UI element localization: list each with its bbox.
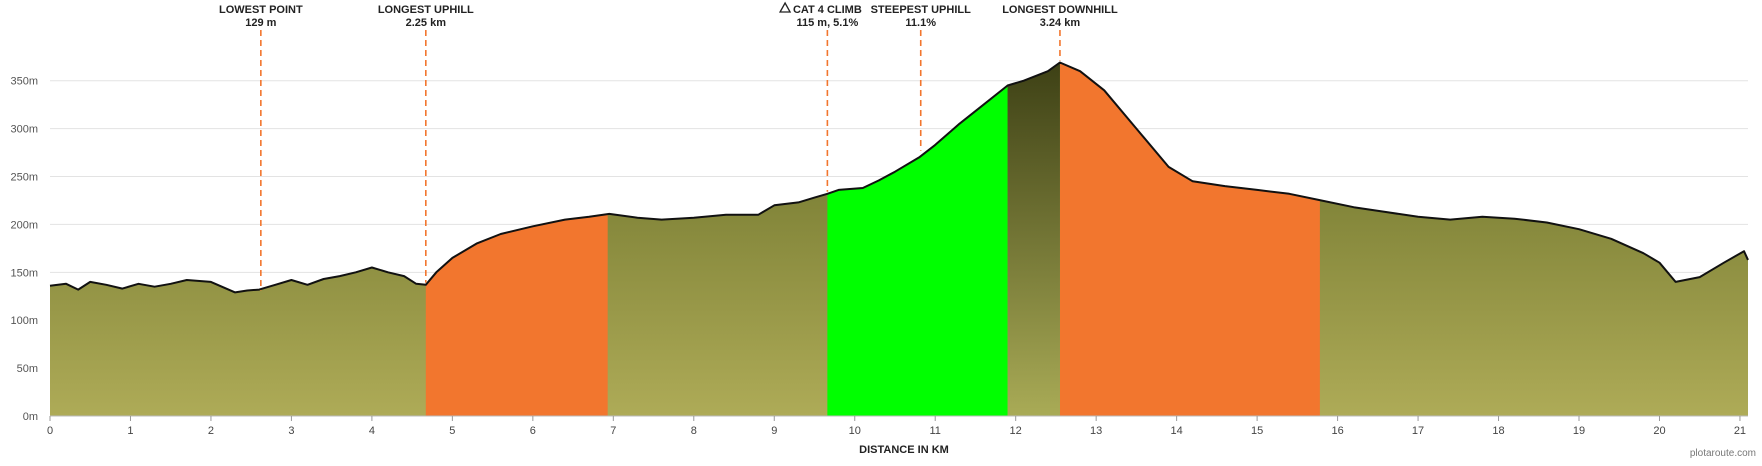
x-tick-label: 17	[1412, 425, 1424, 437]
summit-band	[1007, 62, 1060, 416]
marker-value: 3.24 km	[1040, 17, 1081, 29]
x-tick-label: 0	[47, 425, 53, 437]
x-tick-label: 11	[930, 425, 941, 437]
x-tick-label: 18	[1492, 425, 1504, 437]
x-tick-label: 10	[849, 425, 861, 437]
segment-longest-downhill	[1059, 62, 1320, 416]
mountain-icon	[778, 1, 792, 13]
x-tick-label: 15	[1251, 425, 1263, 437]
x-tick-label: 1	[127, 425, 133, 437]
x-tick-label: 5	[449, 425, 455, 437]
x-tick-label: 21	[1734, 425, 1746, 437]
segment-longest-uphill	[425, 214, 608, 416]
marker-title: STEEPEST UPHILL	[871, 4, 972, 16]
x-tick-label: 19	[1573, 425, 1585, 437]
x-axis-title: DISTANCE IN KM	[859, 444, 949, 456]
y-tick-label: 100m	[10, 315, 38, 327]
marker-title: LONGEST DOWNHILL	[1002, 4, 1118, 16]
x-tick-label: 12	[1010, 425, 1022, 437]
x-tick-label: 8	[691, 425, 697, 437]
marker-title: LOWEST POINT	[219, 4, 303, 16]
marker-value: 129 m	[245, 17, 276, 29]
credit-text: plotaroute.com	[1690, 448, 1756, 459]
x-tick-label: 9	[771, 425, 777, 437]
y-tick-label: 350m	[10, 76, 38, 88]
y-tick-label: 50m	[17, 363, 38, 375]
segment-steepest-uphill	[827, 85, 1008, 416]
marker-title: LONGEST UPHILL	[378, 4, 474, 16]
y-tick-label: 0m	[23, 411, 38, 423]
x-tick-label: 16	[1331, 425, 1343, 437]
x-tick-label: 14	[1171, 425, 1183, 437]
x-tick-label: 6	[530, 425, 536, 437]
marker-title: CAT 4 CLIMB	[793, 4, 862, 16]
x-tick-label: 13	[1090, 425, 1102, 437]
x-tick-label: 2	[208, 425, 214, 437]
x-tick-label: 7	[610, 425, 616, 437]
marker-value: 115 m, 5.1%	[796, 17, 858, 29]
y-tick-label: 250m	[10, 172, 38, 184]
x-tick-label: 4	[369, 425, 375, 437]
y-tick-label: 150m	[10, 267, 38, 279]
marker-value: 2.25 km	[406, 17, 447, 29]
elevation-line	[49, 61, 1749, 294]
marker-value: 11.1%	[905, 17, 936, 29]
y-tick-label: 300m	[10, 124, 38, 136]
y-tick-label: 200m	[10, 219, 38, 231]
x-tick-label: 20	[1653, 425, 1665, 437]
x-tick-label: 3	[288, 425, 294, 437]
